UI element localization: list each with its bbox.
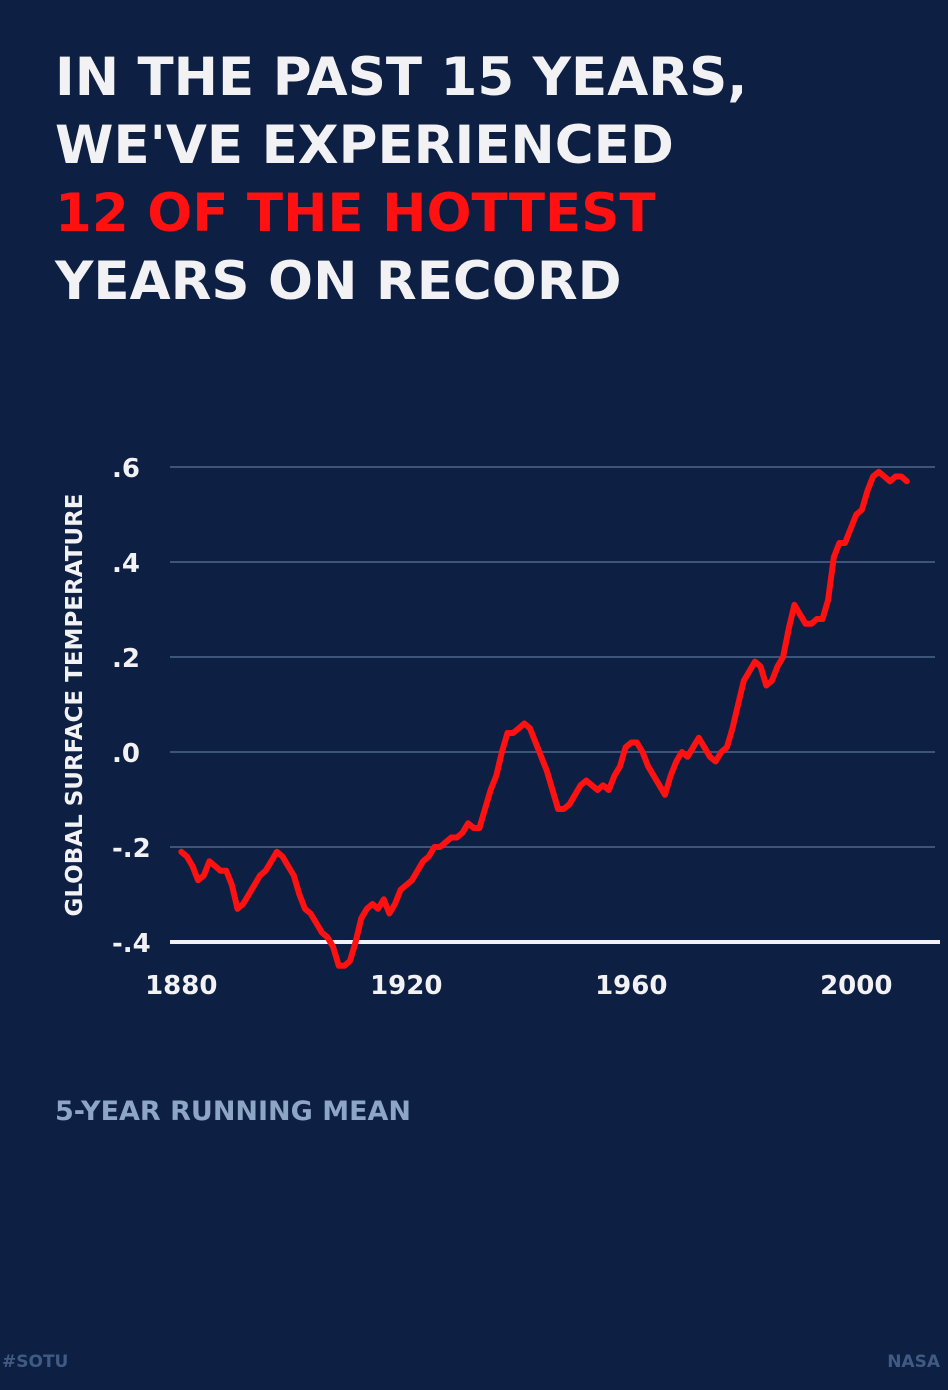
hashtag-label: #SOTU	[2, 1352, 69, 1372]
y-tick-label: -.4	[112, 929, 151, 959]
headline-line-4: YEARS ON RECORD	[55, 251, 622, 312]
headline-line-2: WE'VE EXPERIENCED	[55, 115, 674, 176]
x-tick-label: 1880	[145, 971, 217, 1001]
y-tick-label: .2	[112, 644, 140, 674]
y-axis-label: GLOBAL SURFACE TEMPERATURE	[62, 493, 88, 916]
x-tick-label: 1920	[370, 971, 442, 1001]
headline-highlight: 12 OF THE HOTTEST	[55, 183, 656, 244]
y-tick-label: .4	[112, 549, 140, 579]
temperature-line	[178, 468, 910, 969]
source-label: NASA	[887, 1352, 940, 1372]
x-tick-label: 2000	[820, 971, 892, 1001]
headline-line-1: IN THE PAST 15 YEARS,	[55, 47, 748, 108]
headline: IN THE PAST 15 YEARS, WE'VE EXPERIENCED …	[55, 44, 747, 316]
y-tick-label: -.2	[112, 834, 151, 864]
x-tick-label: 1960	[595, 971, 667, 1001]
chart-subtitle: 5-YEAR RUNNING MEAN	[55, 1096, 412, 1127]
temperature-chart: -.4 -.2 .0 .2 .4 .6 1880 1920 1960 2000 GLOBAL SUR…	[62, 454, 940, 1001]
y-tick-label: .0	[112, 739, 140, 769]
y-tick-label: .6	[112, 454, 140, 484]
